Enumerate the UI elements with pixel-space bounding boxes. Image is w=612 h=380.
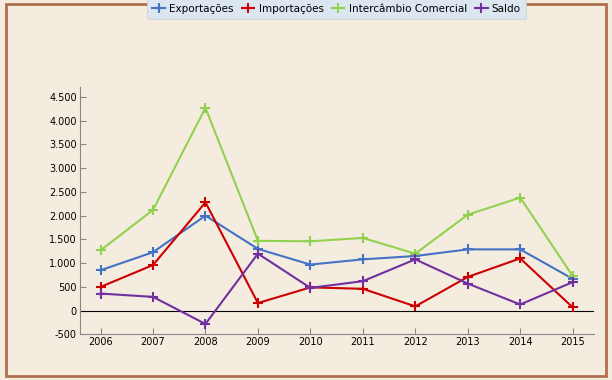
Exportações [517, 247, 524, 252]
Intercâmbio Comercial [464, 212, 471, 217]
Importações [97, 285, 104, 289]
Importações [149, 263, 157, 268]
Importações [254, 301, 261, 306]
Importações [307, 285, 314, 290]
Line: Exportações: Exportações [95, 211, 578, 284]
Intercâmbio Comercial [517, 195, 524, 200]
Intercâmbio Comercial [307, 239, 314, 244]
Saldo [254, 252, 261, 256]
Exportações [464, 247, 471, 252]
Intercâmbio Comercial [254, 239, 261, 243]
Line: Importações: Importações [95, 198, 578, 312]
Saldo [149, 294, 157, 299]
Intercâmbio Comercial [202, 106, 209, 110]
Line: Saldo: Saldo [95, 249, 578, 329]
Importações [359, 287, 367, 291]
Saldo [464, 281, 471, 286]
Saldo [517, 302, 524, 307]
Importações [517, 256, 524, 261]
Exportações [359, 257, 367, 261]
Importações [202, 200, 209, 204]
Exportações [254, 247, 261, 251]
Intercâmbio Comercial [569, 274, 577, 278]
Intercâmbio Comercial [149, 207, 157, 212]
Exportações [202, 213, 209, 218]
Line: Intercâmbio Comercial: Intercâmbio Comercial [95, 103, 578, 281]
Saldo [202, 321, 209, 326]
Importações [412, 304, 419, 309]
Saldo [307, 286, 314, 290]
Saldo [97, 291, 104, 296]
Intercâmbio Comercial [412, 252, 419, 256]
Intercâmbio Comercial [359, 236, 367, 240]
Exportações [97, 268, 104, 272]
Exportações [569, 277, 577, 281]
Saldo [569, 280, 577, 284]
Legend: Exportações, Importações, Intercâmbio Comercial, Saldo: Exportações, Importações, Intercâmbio Co… [147, 0, 526, 19]
Saldo [359, 279, 367, 283]
Exportações [149, 250, 157, 255]
Saldo [412, 257, 419, 261]
Exportações [307, 262, 314, 267]
Intercâmbio Comercial [97, 248, 104, 253]
Importações [464, 275, 471, 279]
Importações [569, 305, 577, 310]
Exportações [412, 254, 419, 258]
